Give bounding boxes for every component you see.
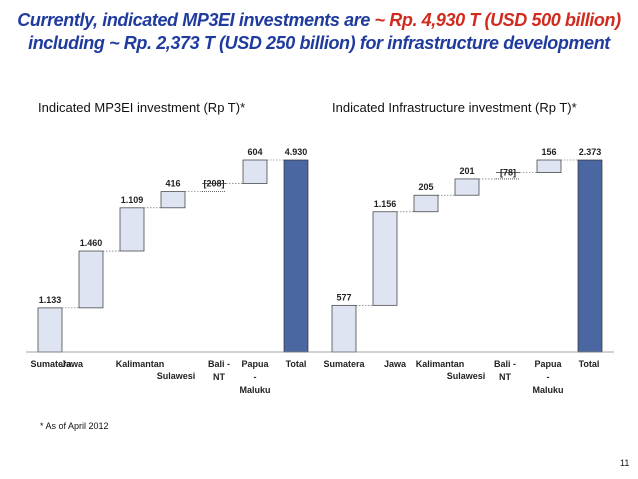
value-label: [208] bbox=[203, 179, 224, 189]
category-label: Total bbox=[579, 359, 600, 369]
value-label: 1.460 bbox=[80, 238, 103, 248]
category-label: Bali - bbox=[494, 359, 516, 369]
category-label: Sulawesi bbox=[447, 371, 486, 381]
chart-title-infrastructure: Indicated Infrastructure investment (Rp … bbox=[332, 100, 577, 115]
category-label: Sumatera bbox=[323, 359, 365, 369]
category-label: Papua bbox=[241, 359, 269, 369]
category-label: Papua bbox=[534, 359, 562, 369]
slide-title-line-1: Currently, indicated MP3EI investments a… bbox=[0, 10, 638, 31]
category-label: - bbox=[254, 372, 257, 382]
category-label: Jawa bbox=[384, 359, 407, 369]
waterfall-bar bbox=[37, 307, 63, 353]
value-label: 604 bbox=[247, 147, 262, 157]
value-label: 1.109 bbox=[121, 195, 144, 205]
category-label: Maluku bbox=[532, 385, 563, 395]
value-label: 156 bbox=[541, 147, 556, 157]
slide-title-text: Currently, indicated MP3EI investments a… bbox=[17, 10, 375, 30]
category-label: Kalimantan bbox=[416, 359, 465, 369]
value-label: 201 bbox=[459, 166, 474, 176]
category-label: Bali - bbox=[208, 359, 230, 369]
chart-title-mp3ei: Indicated MP3EI investment (Rp T)* bbox=[38, 100, 246, 115]
value-label: 2.373 bbox=[579, 147, 602, 157]
value-label: 577 bbox=[336, 292, 351, 302]
value-label: 416 bbox=[165, 179, 180, 189]
waterfall-bar bbox=[413, 194, 439, 213]
page-number: 11 bbox=[620, 458, 630, 468]
waterfall-bar bbox=[331, 304, 357, 353]
waterfall-bar bbox=[160, 191, 186, 209]
category-label: Kalimantan bbox=[116, 359, 165, 369]
value-label: 1.156 bbox=[374, 199, 397, 209]
category-label: - bbox=[547, 372, 550, 382]
waterfall-bar bbox=[242, 159, 268, 184]
total-bar bbox=[577, 159, 603, 353]
waterfall-bar bbox=[454, 178, 480, 196]
category-label: Sulawesi bbox=[157, 371, 196, 381]
category-label: Maluku bbox=[239, 385, 270, 395]
waterfall-bar bbox=[372, 211, 398, 306]
category-label: NT bbox=[213, 372, 225, 382]
value-label: 4.930 bbox=[285, 147, 308, 157]
category-label: Jawa bbox=[61, 359, 84, 369]
waterfall-bar bbox=[78, 250, 104, 309]
value-label: 205 bbox=[418, 182, 433, 192]
slide-title-line-2: including ~ Rp. 2,373 T (USD 250 billion… bbox=[28, 33, 610, 53]
category-label: Total bbox=[286, 359, 307, 369]
category-label: Sumatera bbox=[30, 359, 72, 369]
value-label: [78] bbox=[500, 168, 516, 178]
footnote: * As of April 2012 bbox=[40, 421, 109, 431]
total-bar bbox=[283, 159, 309, 353]
category-label: NT bbox=[499, 372, 511, 382]
value-label: 1.133 bbox=[39, 295, 62, 305]
slide-title-highlight: ~ Rp. 4,930 T (USD 500 billion) bbox=[374, 10, 622, 30]
waterfall-bar bbox=[119, 207, 145, 252]
waterfall-bar bbox=[536, 159, 562, 173]
